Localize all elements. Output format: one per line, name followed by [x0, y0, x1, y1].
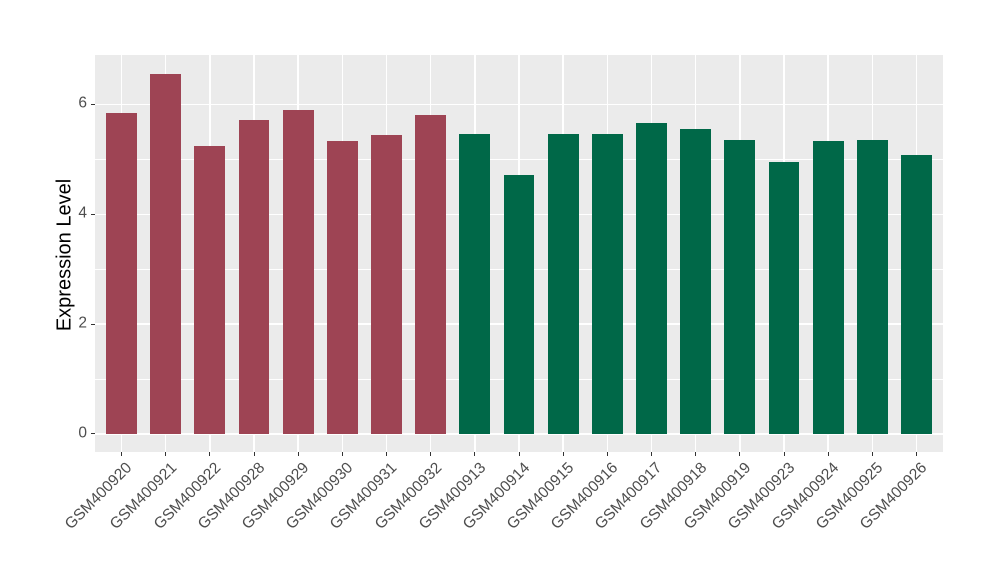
y-tick-label: 2 [78, 314, 87, 332]
x-tick-mark [651, 452, 652, 456]
x-tick-mark [209, 452, 211, 456]
x-tick-mark [916, 452, 917, 456]
bar-GSM400925 [856, 139, 888, 434]
x-tick-mark [518, 452, 520, 456]
x-tick-mark [386, 452, 387, 456]
x-tick-mark [783, 452, 785, 456]
x-tick-mark [165, 452, 167, 456]
y-tick-label: 4 [78, 204, 87, 222]
y-tick-mark [91, 323, 95, 325]
bar-GSM400926 [901, 154, 932, 434]
bar-GSM400929 [282, 109, 314, 434]
bar-GSM400913 [459, 133, 491, 434]
bar-GSM400922 [194, 145, 226, 434]
y-tick-mark [91, 433, 95, 435]
y-tick-mark [91, 103, 95, 105]
bar-GSM400915 [547, 133, 579, 434]
y-tick-mark [91, 213, 95, 215]
bar-GSM400917 [636, 123, 667, 434]
x-tick-mark [827, 452, 829, 456]
bar-GSM400920 [106, 112, 137, 434]
x-tick-mark [474, 452, 476, 456]
x-tick-mark [121, 452, 122, 456]
x-tick-mark [606, 452, 608, 456]
bar-GSM400931 [371, 135, 402, 434]
bar-GSM400930 [326, 140, 358, 434]
bar-GSM400919 [724, 140, 756, 434]
bar-GSM400921 [150, 74, 182, 434]
x-tick-mark [297, 452, 299, 456]
x-tick-mark [253, 452, 255, 456]
y-tick-label: 6 [78, 95, 87, 113]
y-axis-title: Expression Level [53, 178, 76, 332]
x-tick-mark [341, 452, 343, 456]
bar-GSM400914 [503, 174, 535, 434]
y-tick-label: 0 [78, 424, 87, 442]
bar-GSM400928 [238, 119, 270, 434]
bar-GSM400916 [591, 134, 623, 434]
bar-GSM400932 [415, 115, 447, 434]
bar-GSM400918 [680, 129, 712, 434]
x-tick-mark [562, 452, 564, 456]
bar-GSM400923 [768, 162, 800, 434]
x-tick-mark [430, 452, 432, 456]
x-tick-mark [871, 452, 873, 456]
bar-GSM400924 [812, 140, 844, 434]
x-tick-mark [695, 452, 697, 456]
x-tick-mark [739, 452, 741, 456]
plot-panel [95, 55, 943, 452]
